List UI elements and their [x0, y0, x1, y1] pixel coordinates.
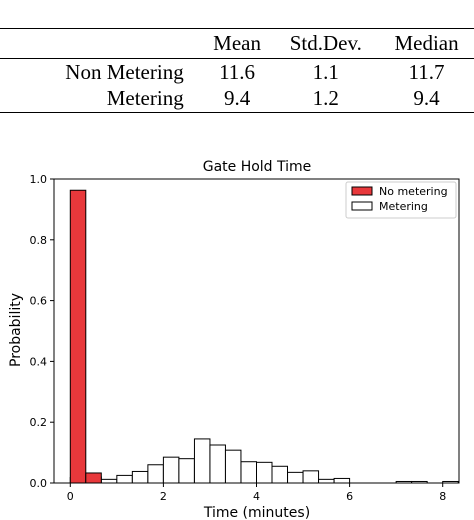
- legend-label: Metering: [379, 200, 428, 213]
- bar-metering: [178, 458, 195, 484]
- legend-box: [345, 181, 457, 219]
- bar-metering: [100, 478, 118, 484]
- x-tick-label: 2: [160, 490, 167, 503]
- y-axis-label: Probability: [8, 293, 24, 367]
- bar-no-metering: [69, 189, 87, 484]
- x-tick-label: 0: [67, 490, 74, 503]
- top-fragment: [228, 0, 234, 6]
- legend-swatch: [351, 186, 373, 196]
- table-header-row: Mean Std.Dev. Median: [0, 29, 474, 59]
- row-label: Non Metering: [65, 59, 184, 84]
- table-row: Non Metering 11.6 1.1 11.7: [0, 59, 474, 86]
- x-tick-label: 8: [439, 490, 446, 503]
- table-row: Metering 9.4 1.2 9.4: [0, 86, 474, 113]
- y-tick-label: 0.2: [30, 416, 48, 429]
- bar-metering: [147, 464, 164, 484]
- bar-metering: [193, 438, 211, 484]
- statistics-table: Mean Std.Dev. Median Non Metering 11.6 1…: [0, 28, 474, 113]
- bar-metering: [271, 465, 288, 484]
- x-tick-label: 6: [346, 490, 353, 503]
- cell-mean: 9.4: [223, 86, 251, 111]
- y-tick-label: 0.8: [30, 234, 48, 247]
- bar-metering: [131, 470, 149, 484]
- legend-swatch: [351, 201, 373, 211]
- table-header-stddev: Std.Dev.: [289, 31, 362, 55]
- y-tick-label: 1.0: [30, 173, 48, 186]
- bar-metering: [256, 461, 273, 484]
- bar-metering: [240, 461, 257, 484]
- bar-metering: [333, 477, 351, 484]
- table-header-blank: [0, 29, 202, 59]
- y-tick-label: 0.4: [30, 355, 48, 368]
- cell-median: 9.4: [413, 86, 440, 111]
- y-tick-label: 0.6: [30, 295, 48, 308]
- bar-metering: [224, 449, 242, 484]
- cell-mean: 11.6: [219, 59, 256, 84]
- row-label: Metering: [106, 86, 184, 111]
- bar-metering: [116, 474, 133, 484]
- table-header-median: Median: [394, 31, 459, 55]
- bar-metering: [302, 470, 320, 484]
- y-tick-label: 0.0: [30, 477, 48, 490]
- cell-stddev: 1.2: [312, 86, 339, 111]
- bar-no-metering: [85, 472, 102, 484]
- legend-label: No metering: [379, 185, 448, 198]
- bar-metering: [287, 471, 304, 484]
- bar-metering: [162, 456, 180, 484]
- histogram-chart: Gate Hold Time Time (minutes) Probabilit…: [8, 159, 460, 520]
- x-tick-label: 4: [253, 490, 260, 503]
- x-axis-label: Time (minutes): [203, 505, 310, 520]
- plot-frame: [53, 178, 460, 484]
- cell-median: 11.7: [408, 59, 445, 84]
- table-header-mean: Mean: [213, 31, 261, 55]
- bar-metering: [318, 478, 335, 484]
- cell-stddev: 1.1: [312, 59, 339, 84]
- chart-title: Gate Hold Time: [203, 159, 312, 175]
- bar-metering: [209, 444, 226, 484]
